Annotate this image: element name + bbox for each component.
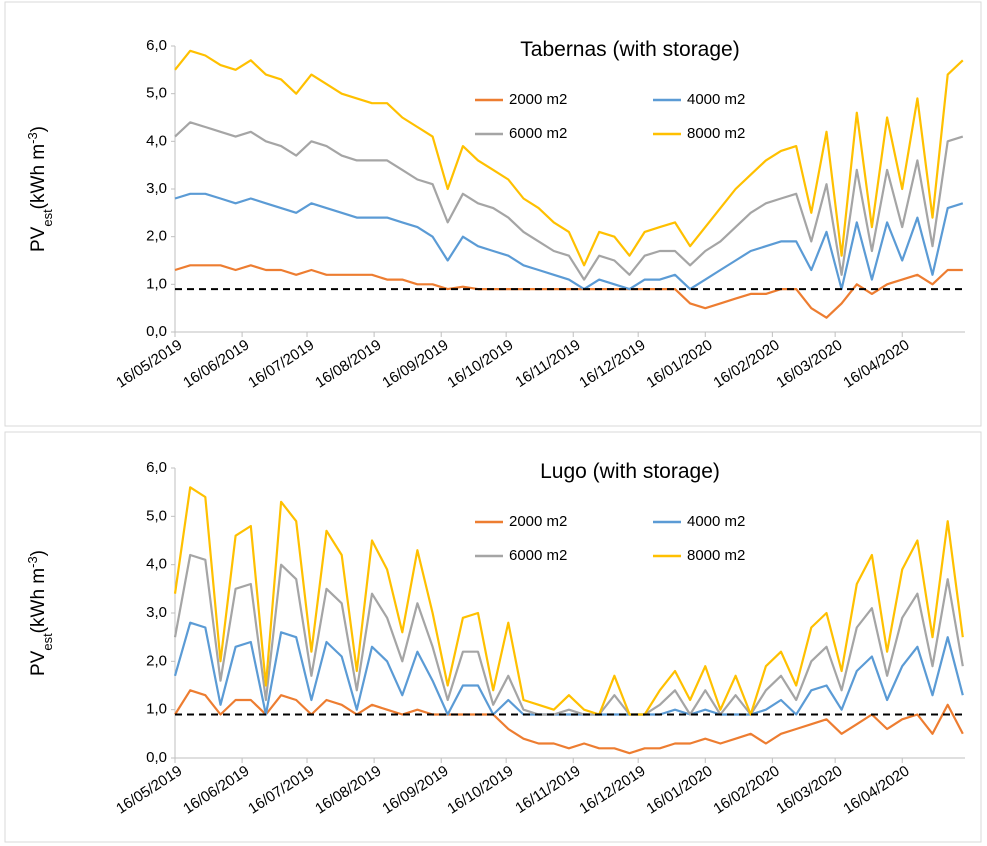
y-tick-label: 3,0 [146, 604, 167, 621]
series-line [174, 689, 964, 755]
series-line [173, 621, 964, 716]
y-tick-label: 5,0 [146, 85, 167, 102]
y-tick-label: 6,0 [146, 37, 167, 54]
y-tick-label: 1,0 [146, 701, 167, 718]
chart-title: Tabernas (with storage) [520, 38, 739, 61]
y-tick-label: 6,0 [146, 459, 167, 476]
y-axis-label-part: -3 [25, 556, 40, 568]
y-axis-label-part: PV [28, 650, 49, 676]
legend-label: 8000 m2 [687, 125, 745, 142]
series-line [173, 553, 964, 716]
legend-label: 2000 m2 [509, 513, 567, 530]
y-tick-label: 4,0 [146, 132, 167, 149]
y-axis-label-part: -3 [25, 132, 40, 144]
legend-label: 6000 m2 [509, 125, 567, 142]
panel-border [4, 431, 982, 843]
legend-label: 8000 m2 [687, 547, 745, 564]
y-axis-label-part: PV [28, 226, 49, 252]
y-axis-label: PVest(kWh m-3) [25, 126, 55, 252]
y-axis-label-part: ) [28, 126, 49, 132]
y-tick-label: 5,0 [146, 507, 167, 524]
y-tick-label: 4,0 [146, 556, 167, 573]
y-tick-label: 1,0 [146, 275, 167, 292]
y-axis-label-part: est [40, 209, 55, 227]
series-line [174, 264, 963, 319]
y-tick-label: 3,0 [146, 180, 167, 197]
chart-title: Lugo (with storage) [540, 460, 720, 483]
series-line [174, 121, 964, 281]
y-tick-label: 0,0 [146, 323, 167, 340]
legend-label: 4000 m2 [687, 91, 745, 108]
y-axis-label-part: (kWh m [28, 568, 49, 633]
series-line [173, 486, 964, 716]
y-axis-label-part: ) [28, 550, 49, 556]
y-axis-label-part: est [40, 633, 55, 651]
legend-label: 6000 m2 [509, 547, 567, 564]
y-axis-label-part: (kWh m [28, 144, 49, 209]
y-axis-label: PVest(kWh m-3) [25, 550, 55, 676]
series-line [174, 192, 964, 291]
legend-label: 4000 m2 [687, 513, 745, 530]
series-line [174, 49, 964, 267]
y-tick-label: 2,0 [146, 652, 167, 669]
y-tick-label: 0,0 [146, 749, 167, 766]
y-tick-label: 2,0 [146, 228, 167, 245]
legend-label: 2000 m2 [509, 91, 567, 108]
